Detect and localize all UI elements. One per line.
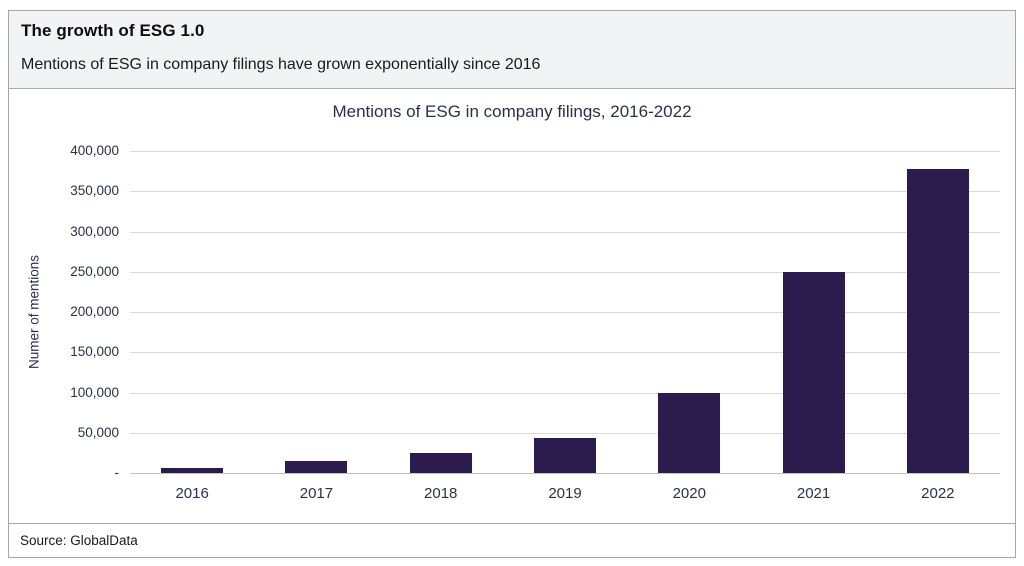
gridline [130, 312, 1000, 313]
y-tick-label: 100,000 [70, 384, 119, 400]
x-tick-label: 2020 [672, 485, 706, 502]
x-tick-label: 2021 [796, 485, 831, 502]
bar-2022 [906, 168, 969, 473]
gridline [130, 231, 1000, 233]
bar-2021 [782, 271, 845, 473]
bar-2019 [534, 438, 596, 473]
figure-header: The growth of ESG 1.0 Mentions of ESG in… [9, 11, 1015, 89]
x-tick-label: 2016 [175, 485, 209, 502]
gridline [130, 392, 1000, 394]
bar-2020 [658, 393, 721, 473]
x-tick-label: 2019 [548, 485, 582, 502]
gridline [130, 271, 1000, 273]
figure-title: The growth of ESG 1.0 [21, 21, 205, 40]
gridline [130, 432, 1000, 434]
x-tick-label: 2018 [424, 485, 458, 502]
y-tick-label: 50,000 [77, 424, 119, 440]
y-tick-label: 400,000 [70, 143, 119, 158]
y-tick-label: 300,000 [70, 223, 119, 239]
x-tick-label: 2022 [921, 485, 955, 502]
gridline [130, 352, 1000, 354]
figure-subtitle: Mentions of ESG in company filings have … [21, 56, 541, 73]
y-tick-label: 200,000 [70, 304, 119, 319]
source-text: Source: GlobalData [20, 533, 138, 548]
y-tick-label: - [114, 465, 120, 480]
y-tick-label: 150,000 [70, 344, 119, 360]
gridline [130, 191, 1000, 193]
x-axis-line [130, 473, 1000, 474]
gridline [130, 151, 1000, 152]
bar-2018 [409, 452, 472, 473]
figure-frame: The growth of ESG 1.0 Mentions of ESG in… [8, 10, 1016, 558]
y-tick-label: 250,000 [70, 263, 119, 279]
chart-title: Mentions of ESG in company filings, 2016… [332, 102, 692, 121]
bar-2017 [285, 460, 348, 473]
y-tick-label: 350,000 [70, 183, 119, 199]
bar-2016 [161, 468, 224, 473]
chart-area: Mentions of ESG in company filings, 2016… [9, 89, 1015, 524]
figure-footer: Source: GlobalData [9, 524, 1015, 557]
x-tick-label: 2017 [299, 485, 334, 502]
